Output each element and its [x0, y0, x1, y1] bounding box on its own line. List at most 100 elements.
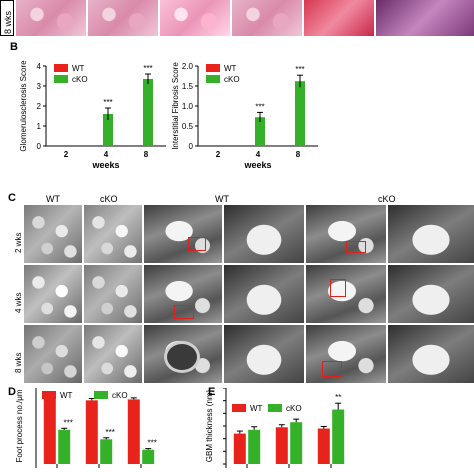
- bar-cko: [295, 81, 305, 146]
- legend-label-cko: cKO: [286, 404, 302, 413]
- y-tick-label: 1.0: [182, 102, 194, 111]
- legend-swatch-wt: [42, 391, 56, 399]
- legend-label-wt: WT: [224, 64, 237, 73]
- y-tick-label: 0: [37, 142, 42, 151]
- legend-swatch-cko: [94, 391, 108, 399]
- tem-image: [144, 325, 222, 383]
- significance-label: ***: [143, 64, 152, 73]
- zoom-box: [322, 361, 342, 377]
- histology-image: [16, 0, 86, 36]
- legend-label-wt: WT: [250, 404, 263, 413]
- bar-wt: [43, 396, 56, 464]
- histology-image: [232, 0, 302, 36]
- bar-cko: [103, 114, 113, 146]
- bar-cko: [332, 409, 345, 464]
- zoom-box: [346, 241, 366, 253]
- y-tick-label: 2: [37, 102, 42, 111]
- sem-image: [24, 325, 82, 383]
- y-tick-label: 3: [37, 82, 42, 91]
- panel-c-col-label-cko-tem: cKO: [378, 194, 396, 204]
- sem-image: [84, 205, 142, 263]
- zoom-box: [188, 237, 206, 251]
- x-tick-label: 8: [144, 150, 149, 159]
- capillary-lumen: [164, 341, 200, 373]
- y-tick-label: 1.5: [182, 82, 194, 91]
- sem-image: [24, 265, 82, 323]
- y-tick-label: 2.0: [182, 62, 194, 71]
- zoom-box: [174, 305, 194, 319]
- histology-image: [304, 0, 374, 36]
- significance-label: ***: [64, 418, 73, 427]
- panel-a-label-box: 8 wks: [0, 0, 14, 36]
- tem-zoom-image: [388, 325, 474, 383]
- bar-wt: [275, 427, 288, 464]
- tem-image: [144, 205, 222, 263]
- bar-cko: [58, 429, 71, 464]
- legend-swatch-cko: [54, 75, 68, 83]
- sem-image: [84, 265, 142, 323]
- y-tick-label: 1: [37, 122, 42, 131]
- panel-c-grid: 2 wks 4 wks 8 wks: [14, 205, 474, 385]
- bar-cko: [290, 422, 303, 464]
- bar-wt: [127, 399, 140, 464]
- legend-swatch-cko: [206, 75, 220, 83]
- panel-b-letter: B: [10, 41, 18, 53]
- tem-image: [306, 205, 386, 263]
- y-tick-label: 0: [189, 142, 194, 151]
- legend-label-cko: cKO: [72, 75, 88, 84]
- bar-cko: [142, 449, 155, 464]
- x-tick-label: 4: [104, 150, 109, 159]
- legend-swatch-cko: [268, 404, 282, 412]
- sem-image: [24, 205, 82, 263]
- tem-image: [144, 265, 222, 323]
- row-label-8wks: 8 wks: [14, 352, 23, 373]
- bar-cko: [248, 429, 261, 464]
- bar-wt: [85, 400, 98, 464]
- tem-zoom-image: [388, 205, 474, 263]
- bar-wt: [317, 428, 330, 464]
- y-tick-label: 4: [37, 62, 42, 71]
- legend-swatch-wt: [54, 64, 68, 72]
- panel-a-row-label: 8 wks: [3, 10, 13, 34]
- panel-de-charts: Foot process no./μm *** *** *** WT cKO GBM thi…: [15, 388, 345, 468]
- sem-image: [84, 325, 142, 383]
- zoom-box: [330, 279, 346, 297]
- bar-wt: [233, 433, 246, 464]
- x-tick-label: 2: [216, 150, 221, 159]
- bar-cko: [255, 117, 265, 146]
- significance-label: ***: [106, 428, 115, 437]
- x-tick-label: 4: [256, 150, 261, 159]
- tem-zoom-image: [224, 265, 304, 323]
- legend-label-cko: cKO: [112, 391, 128, 400]
- tem-image: [306, 325, 386, 383]
- bar-cko: [143, 79, 153, 146]
- panel-a-strip: 8 wks: [0, 0, 474, 38]
- y-axis-label: GBM thickness (nm): [205, 389, 214, 462]
- y-axis-label: Interstitial Fibrosis Score: [171, 62, 180, 150]
- legend-label-wt: WT: [60, 391, 73, 400]
- panel-d-letter: D: [8, 386, 16, 398]
- panel-c-col-label-wt-tem: WT: [215, 194, 229, 204]
- significance-label: ***: [255, 102, 264, 111]
- row-label-4wks: 4 wks: [14, 292, 23, 313]
- x-axis-label: weeks: [243, 160, 271, 170]
- x-tick-label: 2: [64, 150, 69, 159]
- tem-zoom-image: [388, 265, 474, 323]
- x-tick-label: 8: [296, 150, 301, 159]
- row-label-2wks: 2 wks: [14, 232, 23, 253]
- panel-c-letter: C: [8, 192, 16, 204]
- tem-zoom-image: [224, 325, 304, 383]
- legend-label-cko: cKO: [224, 75, 240, 84]
- significance-label: ***: [295, 65, 304, 74]
- significance-label: ***: [103, 98, 112, 107]
- panel-c-col-label-wt-sem: WT: [46, 194, 60, 204]
- legend-swatch-wt: [232, 404, 246, 412]
- significance-label: ***: [148, 439, 157, 448]
- tem-zoom-image: [224, 205, 304, 263]
- histology-image: [376, 0, 474, 36]
- histology-image: [160, 0, 230, 36]
- y-axis-label: Foot process no./μm: [15, 389, 24, 462]
- y-axis-label: Glomerulosclerosis Score: [19, 60, 28, 152]
- histology-image: [88, 0, 158, 36]
- significance-label: **: [335, 393, 341, 402]
